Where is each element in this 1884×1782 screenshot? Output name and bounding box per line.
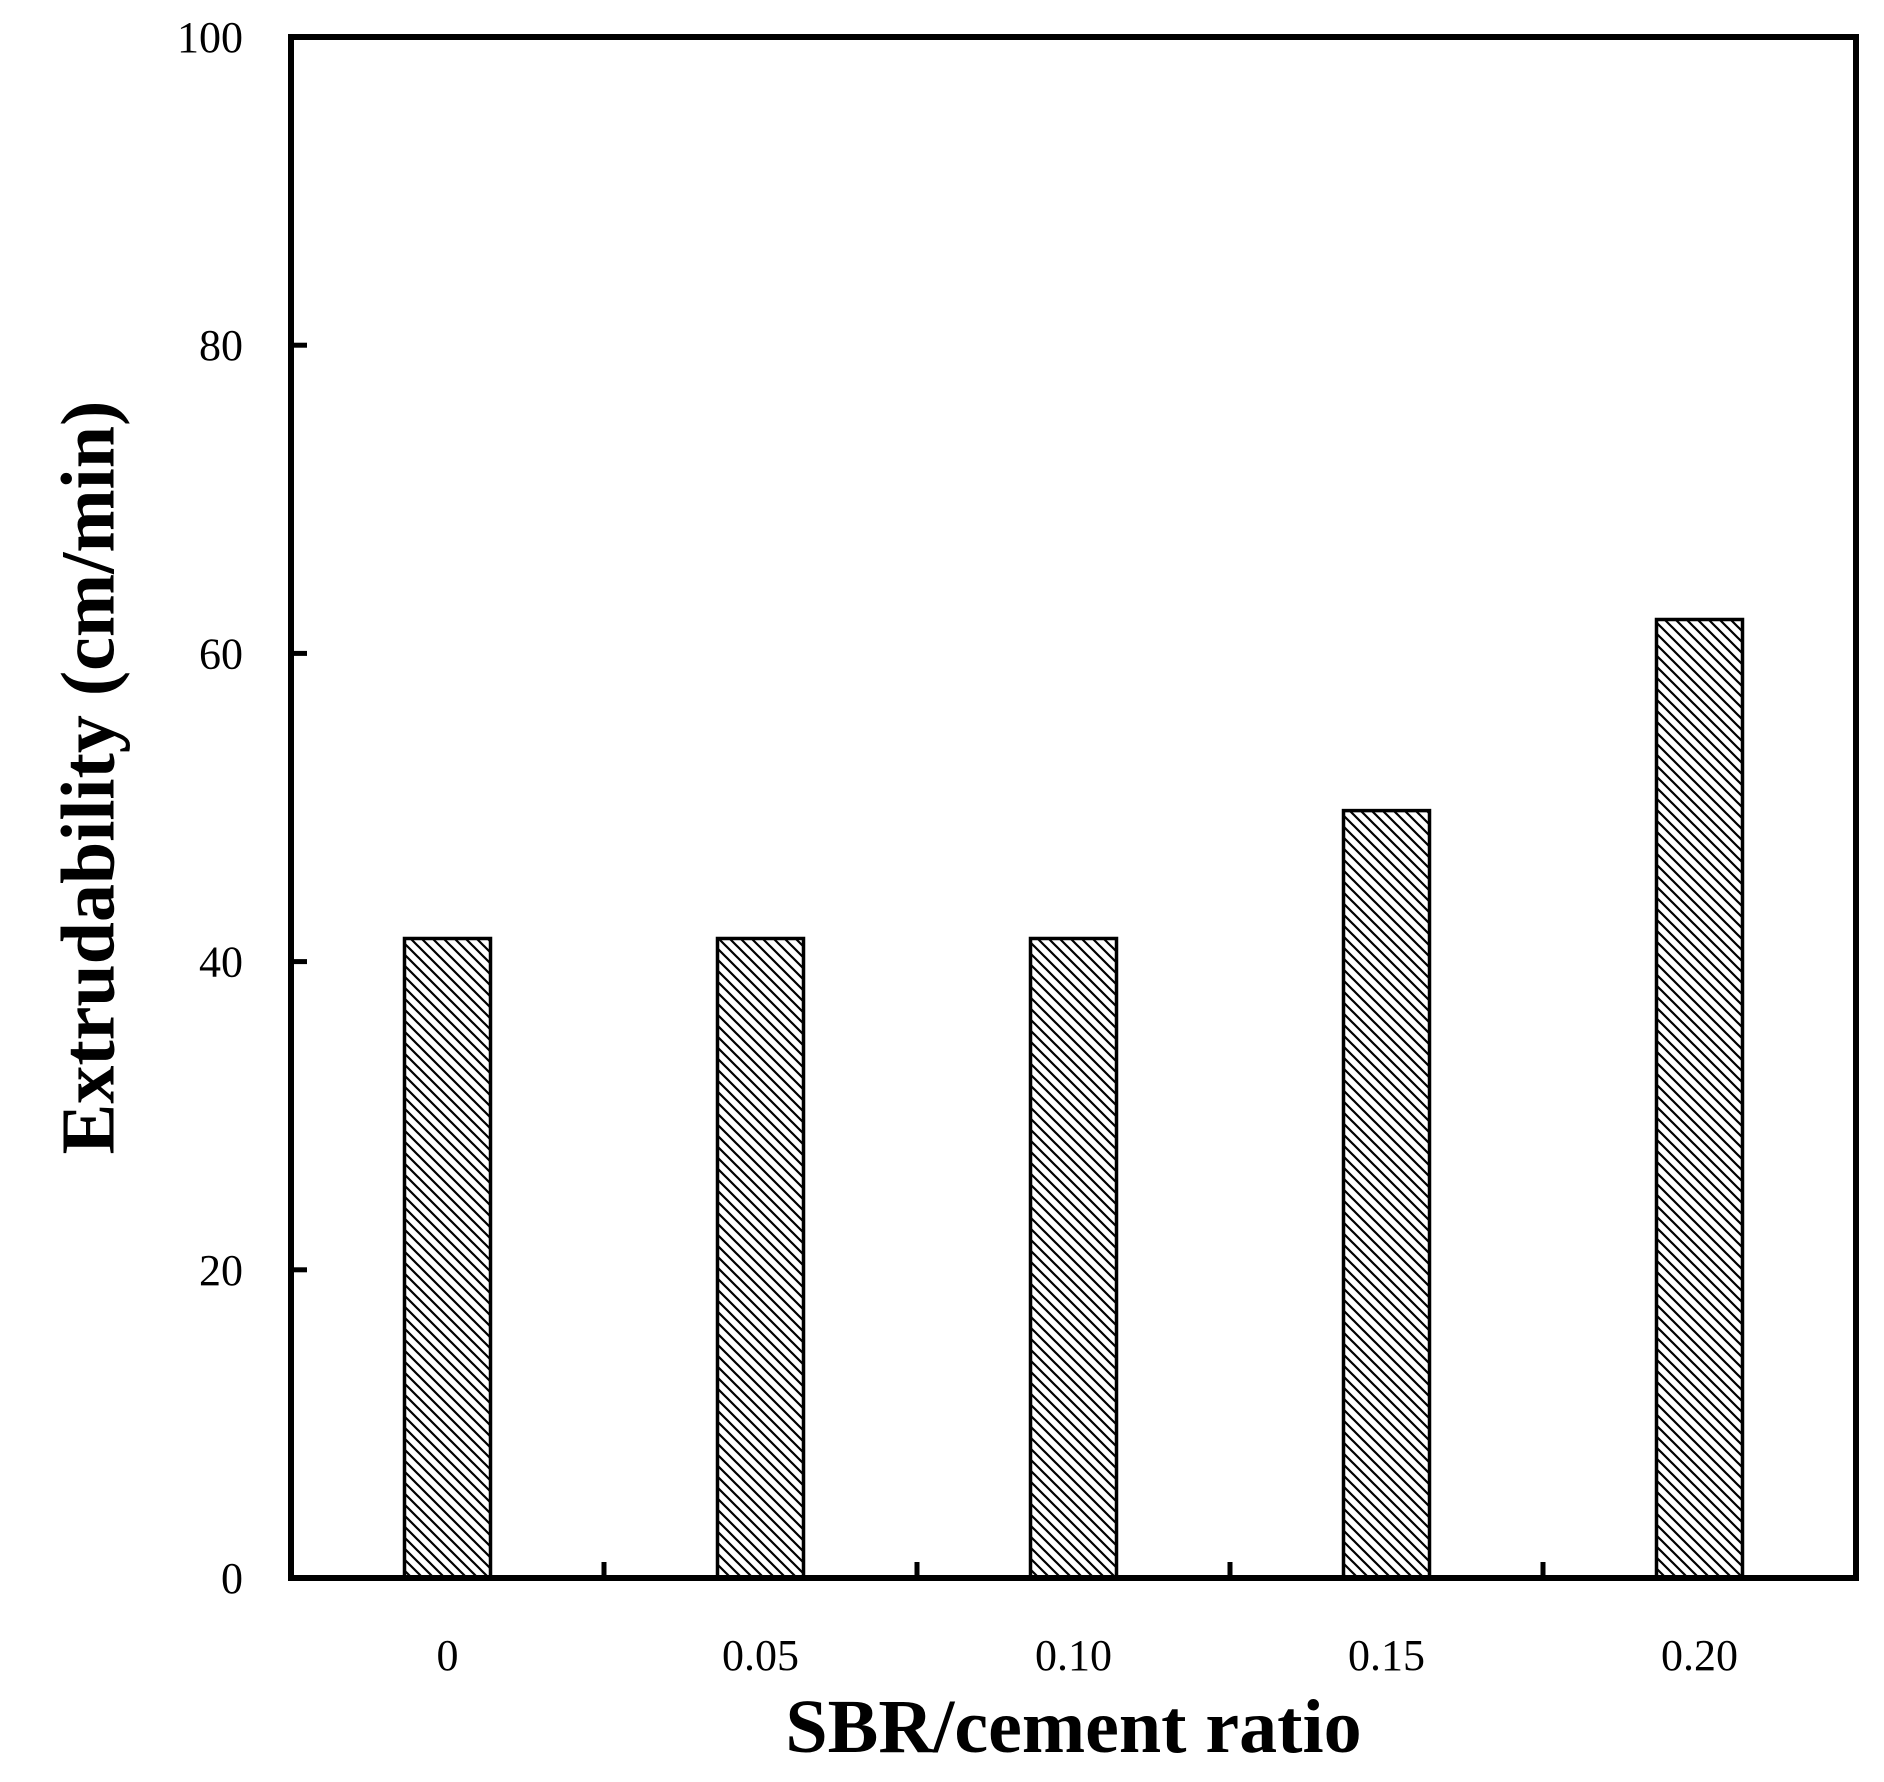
x-tick-label: 0 — [437, 1631, 459, 1680]
y-tick-label: 60 — [199, 629, 243, 678]
y-tick-label: 0 — [221, 1554, 243, 1603]
x-tick-label: 0.15 — [1348, 1631, 1425, 1680]
bar-0.05 — [715, 936, 806, 1580]
y-tick-label: 40 — [199, 938, 243, 987]
bars-layer — [402, 617, 1745, 1580]
x-tick-label: 0.20 — [1661, 1631, 1738, 1680]
bar-0.20 — [1654, 617, 1745, 1580]
bar-0.15 — [1341, 808, 1432, 1580]
bar-0 — [402, 936, 493, 1580]
x-axis-ticks: 0 0.05 0.10 0.15 0.20 — [437, 1562, 1738, 1680]
x-tick-label: 0.05 — [722, 1631, 799, 1680]
bar-0.10 — [1028, 936, 1119, 1580]
x-axis-title: SBR/cement ratio — [785, 1685, 1361, 1769]
x-tick-label: 0.10 — [1035, 1631, 1112, 1680]
y-tick-label: 100 — [177, 13, 243, 62]
y-axis-title: Extrudability (cm/min) — [46, 401, 130, 1155]
plot-area-frame — [288, 34, 1859, 1581]
y-tick-label: 20 — [199, 1246, 243, 1295]
y-axis-ticks: 0 20 40 60 80 100 — [177, 13, 307, 1603]
y-tick-label: 80 — [199, 321, 243, 370]
